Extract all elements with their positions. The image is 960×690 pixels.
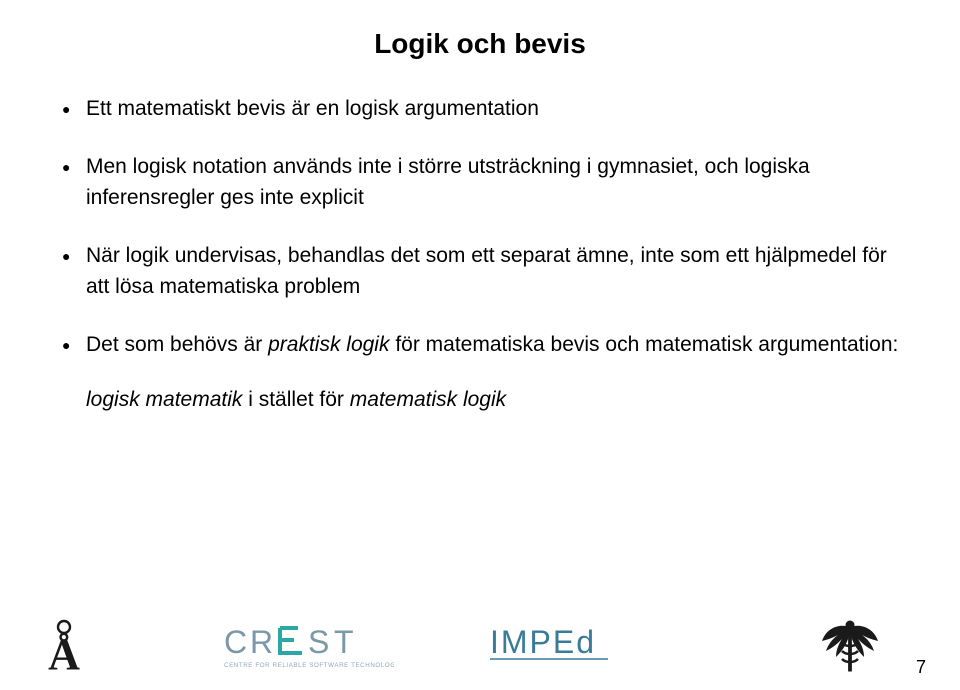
caduceus-logo <box>820 617 880 678</box>
bullet-item: När logik undervisas, behandlas det som … <box>60 241 900 302</box>
bullet-text: Det som behövs är praktisk logik för mat… <box>86 333 898 356</box>
slide: Logik och bevis Ett matematiskt bevis är… <box>0 0 960 690</box>
bullet-text: Ett matematiskt bevis är en logisk argum… <box>86 97 539 120</box>
bullet-list: Ett matematiskt bevis är en logisk argum… <box>60 94 900 361</box>
page-number: 7 <box>916 657 926 678</box>
bullet-text: Men logisk notation används inte i störr… <box>86 155 810 208</box>
bullet-item: Men logisk notation används inte i störr… <box>60 152 900 213</box>
aa-logo: Å <box>42 617 86 678</box>
svg-text:R: R <box>250 624 275 660</box>
imped-logo: IMPEd <box>490 623 640 672</box>
crest-subtitle: CENTRE FOR RELIABLE SOFTWARE TECHNOLOGY <box>224 662 394 669</box>
bullet-item: Det som behövs är praktisk logik för mat… <box>60 330 900 360</box>
slide-title: Logik och bevis <box>60 28 900 60</box>
footer: Å C R S T CENTRE FOR RELIABLE SOFTWARE T… <box>0 622 960 678</box>
svg-text:T: T <box>334 624 356 660</box>
svg-text:C: C <box>224 624 249 660</box>
bullet-item: Ett matematiskt bevis är en logisk argum… <box>60 94 900 124</box>
crest-logo: C R S T CENTRE FOR RELIABLE SOFTWARE TEC… <box>224 623 394 676</box>
indent-line: logisk matematik i stället för matematis… <box>60 385 900 415</box>
svg-text:S: S <box>308 624 331 660</box>
aa-letter: Å <box>48 630 80 673</box>
imped-text: IMPEd <box>490 624 596 660</box>
bullet-text: När logik undervisas, behandlas det som … <box>86 244 887 297</box>
